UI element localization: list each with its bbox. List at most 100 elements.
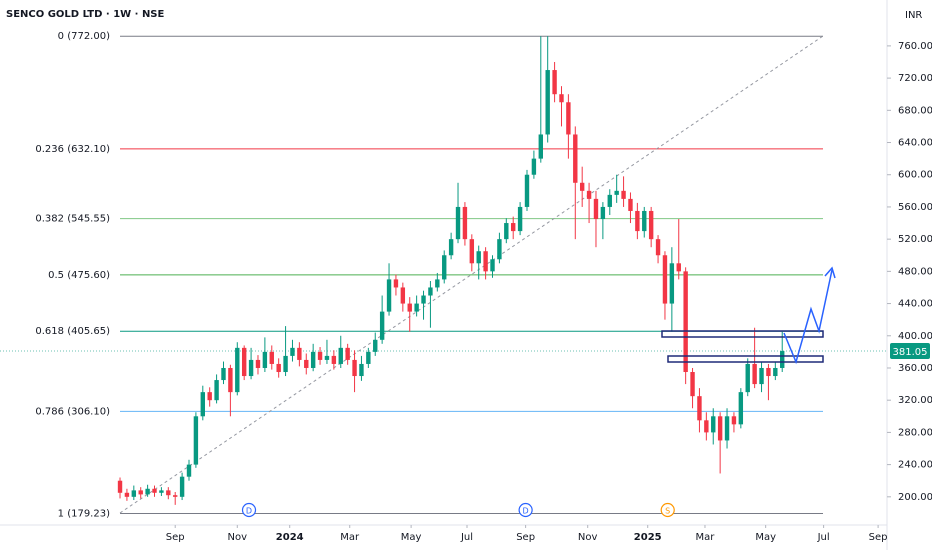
candle-body [297,347,302,360]
projection-path [783,269,833,365]
candle-body [373,339,378,352]
candle-body [669,263,675,304]
candle-body [559,94,564,103]
candle-body [455,206,461,240]
candle-body [552,70,557,95]
candle-body [614,190,619,195]
event-label: S [665,507,670,516]
y-tick-label: 320.00 [898,395,932,406]
candle-body [138,490,143,495]
candle-body [193,416,199,465]
candle-body [593,198,599,220]
candle-body [469,239,475,264]
candle-body [717,416,723,441]
candle-body [421,295,426,304]
last-price-badge [890,343,930,360]
candle-body [662,255,668,304]
candle-body [628,198,633,211]
candle-body [780,351,785,368]
candle-body [310,351,316,368]
candle-body [200,392,205,417]
x-tick-label: Jul [460,532,473,543]
candle-body [745,363,750,393]
event-marker [518,502,533,518]
axes: 200.00 240.00 280.00 320.00 360.00 400.00 440.… [166,41,932,543]
candle-body [145,488,150,495]
projection-arrowhead [824,266,836,279]
x-tick-label: Jul [817,532,830,543]
candle-body [290,347,295,356]
candle-body [117,480,123,493]
candle-body [214,380,219,401]
candle-body [248,359,254,377]
candle-body [759,367,764,385]
candle-body [283,355,288,373]
x-tick-label: Sep [516,532,535,543]
candle-body [690,372,695,397]
candle-body [435,279,440,288]
chart-title: SENCO GOLD LTD · 1W · NSE [6,9,165,20]
candle-body [255,359,261,368]
candle-body [304,359,309,368]
candle-body [366,351,371,364]
candle-body [545,70,550,135]
y-tick-label: 720.00 [898,73,932,84]
candle-body [490,259,495,272]
candle-body [711,416,716,433]
fib-label: 0.5 (475.60) [48,270,110,281]
candle-body [345,347,350,360]
y-tick-label: 200.00 [898,492,932,503]
x-tick-label: Sep [869,532,888,543]
candle-body [738,392,744,425]
candle-body [600,206,606,220]
candle-body [393,279,399,288]
event-marker [660,502,675,518]
candle-body [731,416,737,425]
x-tick-label: Mar [696,532,716,543]
candle-body [166,490,171,496]
y-tick-label: 480.00 [898,266,932,277]
candle-body [317,351,323,360]
zone-box [667,355,824,363]
candle-body [524,174,530,207]
last-price-label: 381.05 [893,347,928,358]
candle-body [159,490,164,493]
candle-body [724,416,730,441]
y-tick-label: 560.00 [898,202,932,213]
candle-body [179,476,185,497]
candle-body [359,363,364,377]
fib-label: 0.236 (632.10) [35,144,110,155]
candle-body [269,351,274,364]
candle-body [228,367,233,393]
candle-body [773,367,778,377]
candle-body [324,355,330,360]
candle-body [221,367,226,381]
y-tick-label: 640.00 [898,138,932,149]
candle-body [407,303,412,312]
candle-body [504,223,509,240]
y-tick-label: 440.00 [898,299,932,310]
candle-body [207,392,212,401]
candle-body [124,492,130,497]
candle-body [462,206,468,240]
candle-body [386,279,392,312]
candle-body [752,363,757,385]
candle-body [173,495,178,497]
candle-body [642,210,647,232]
x-tick-label: Mar [340,532,360,543]
candle-body [414,303,419,312]
candle-body [676,263,681,272]
candle-body [648,210,654,240]
candle-body [131,490,137,497]
candle-body [517,206,523,232]
candle-body [704,420,709,433]
y-tick-label: 400.00 [898,331,932,342]
candle-body [442,255,447,280]
candle-body [607,194,612,207]
candles [117,36,785,505]
event-label: D [523,507,529,516]
candle-body [152,488,157,493]
x-tick-label: 2024 [276,532,304,543]
x-tick-label: May [755,532,776,543]
